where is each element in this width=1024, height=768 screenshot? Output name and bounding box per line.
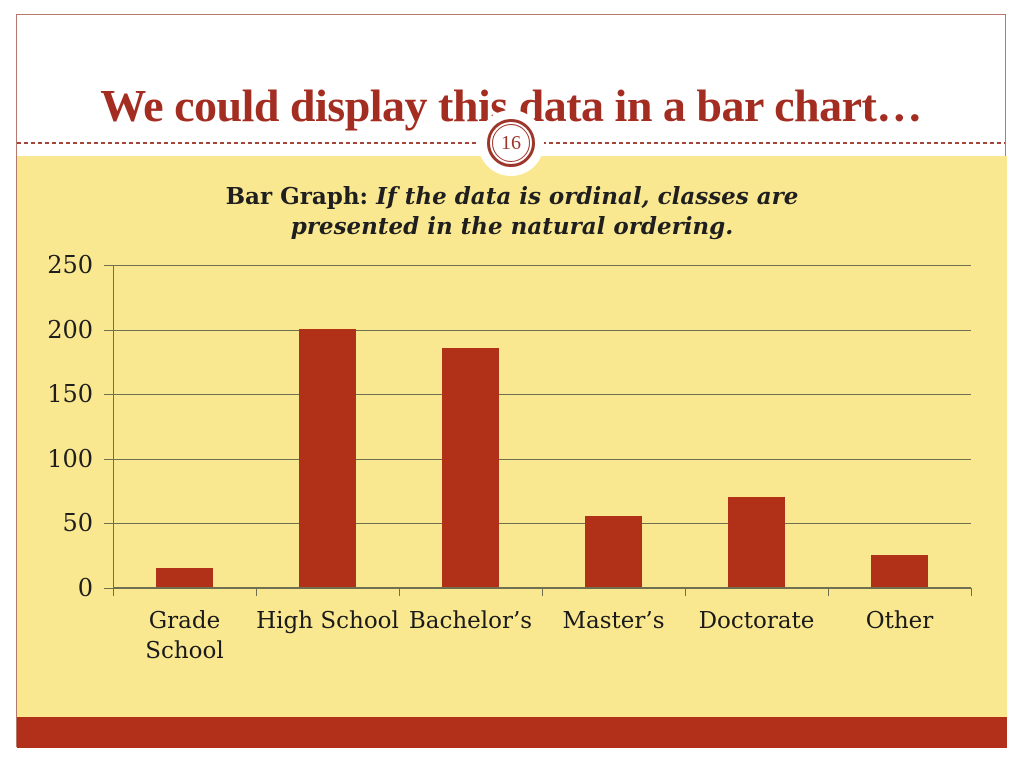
gridline	[113, 330, 971, 331]
x-axis-tick	[113, 588, 114, 596]
bar	[299, 329, 356, 587]
x-tick-label-line: School	[145, 638, 224, 664]
x-axis-tick	[685, 588, 686, 596]
y-tick-label: 150	[47, 380, 93, 408]
page-number: 16	[501, 131, 521, 154]
x-axis-tick	[828, 588, 829, 596]
x-axis-labels: Grade School High School Bachelor’s Master’s…	[113, 606, 971, 686]
y-tick-label: 200	[47, 316, 93, 344]
x-tick-label: High School	[256, 606, 399, 636]
chart-title-emphasis: If the data is ordinal, classes are pres…	[290, 183, 799, 240]
bar	[156, 568, 213, 587]
y-tick-label: 100	[47, 445, 93, 473]
x-tick-label: Bachelor’s	[399, 606, 542, 636]
footer-accent-bar	[17, 717, 1007, 748]
x-axis-tick	[256, 588, 257, 596]
x-tick-label: Master’s	[542, 606, 685, 636]
y-axis-line	[113, 265, 114, 588]
x-tick-label-line: Bachelor’s	[408, 608, 533, 634]
y-tick-label: 50	[62, 509, 93, 537]
y-axis-tick	[104, 394, 113, 395]
badge-outer-ring: 16	[487, 119, 535, 167]
x-tick-label-line: Other	[865, 608, 934, 634]
x-tick-label: Doctorate	[685, 606, 828, 636]
x-axis-tick	[542, 588, 543, 596]
gridline	[113, 265, 971, 266]
x-tick-label-line: Grade	[148, 608, 221, 634]
x-axis-tick	[971, 588, 972, 596]
chart-title: Bar Graph: If the data is ordinal, class…	[187, 182, 837, 242]
x-tick-label-line: High School	[256, 608, 399, 634]
bar	[728, 497, 785, 587]
bar	[871, 555, 928, 587]
chart-canvas: Bar Graph: If the data is ordinal, class…	[17, 156, 1007, 717]
x-axis-tick	[399, 588, 400, 596]
x-tick-label-line: Master’s	[562, 608, 665, 634]
y-axis-tick	[104, 523, 113, 524]
x-axis-line	[113, 587, 971, 588]
plot-area: 250 200 150 100 50 0	[47, 251, 972, 602]
x-tick-label: Grade School	[113, 606, 256, 666]
gridline	[113, 394, 971, 395]
y-axis-tick	[104, 265, 113, 266]
bar	[585, 516, 642, 587]
y-axis-tick	[104, 330, 113, 331]
x-tick-label-line: Doctorate	[698, 608, 815, 634]
x-tick-label: Other	[828, 606, 971, 636]
badge-inner-ring: 16	[492, 124, 530, 162]
y-tick-label: 0	[77, 574, 93, 602]
page-number-badge: 16	[478, 110, 544, 176]
y-tick-label: 250	[47, 251, 93, 279]
chart-title-prefix: Bar Graph:	[225, 183, 369, 210]
bar	[442, 348, 499, 587]
gridline	[113, 459, 971, 460]
gridline	[113, 523, 971, 524]
y-axis-tick	[104, 459, 113, 460]
slide-frame: We could display this data in a bar char…	[16, 14, 1007, 748]
y-axis-tick	[104, 588, 113, 589]
